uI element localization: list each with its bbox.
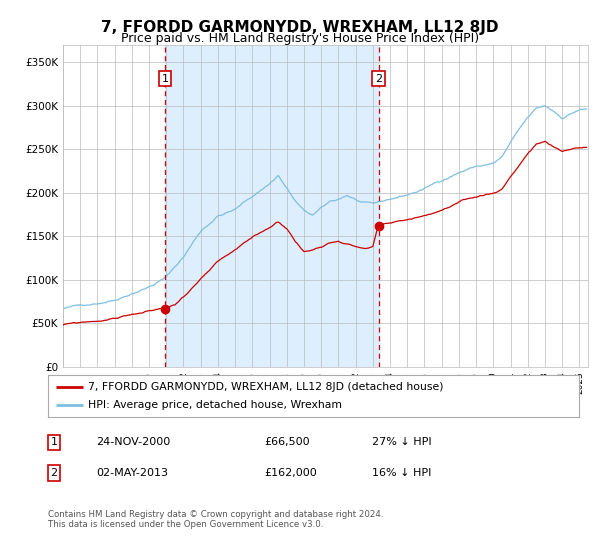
Text: 24-NOV-2000: 24-NOV-2000 — [96, 437, 170, 447]
Text: 2: 2 — [50, 468, 58, 478]
Text: HPI: Average price, detached house, Wrexham: HPI: Average price, detached house, Wrex… — [88, 400, 342, 410]
Bar — [165, 45, 379, 367]
Text: 7, FFORDD GARMONYDD, WREXHAM, LL12 8JD: 7, FFORDD GARMONYDD, WREXHAM, LL12 8JD — [101, 20, 499, 35]
Text: 1: 1 — [161, 73, 169, 83]
Text: 27% ↓ HPI: 27% ↓ HPI — [372, 437, 431, 447]
Text: 2: 2 — [375, 73, 382, 83]
Text: Contains HM Land Registry data © Crown copyright and database right 2024.
This d: Contains HM Land Registry data © Crown c… — [48, 510, 383, 529]
Text: £162,000: £162,000 — [264, 468, 317, 478]
Text: 16% ↓ HPI: 16% ↓ HPI — [372, 468, 431, 478]
Text: 7, FFORDD GARMONYDD, WREXHAM, LL12 8JD (detached house): 7, FFORDD GARMONYDD, WREXHAM, LL12 8JD (… — [88, 382, 443, 392]
Text: Price paid vs. HM Land Registry's House Price Index (HPI): Price paid vs. HM Land Registry's House … — [121, 32, 479, 45]
Text: £66,500: £66,500 — [264, 437, 310, 447]
Text: 02-MAY-2013: 02-MAY-2013 — [96, 468, 168, 478]
Text: 1: 1 — [50, 437, 58, 447]
